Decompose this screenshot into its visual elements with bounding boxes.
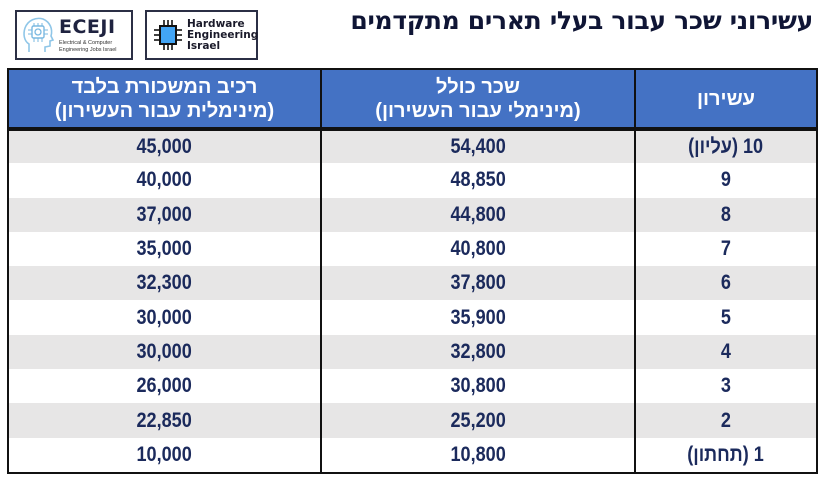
head-chip-icon — [21, 14, 55, 56]
base-value: 45,000 — [136, 135, 193, 159]
table-row: 7 40,800 35,000 — [9, 231, 816, 267]
decile-value: 7 — [720, 237, 732, 261]
cell-decile: 2 — [634, 403, 816, 438]
header-base-line-1: רכיב המשכורת בלבד — [71, 75, 258, 98]
table-row: 9 48,850 40,000 — [9, 163, 816, 198]
decile-value: 5 — [720, 305, 732, 329]
cell-base: 37,000 — [9, 197, 321, 232]
total-value: 35,900 — [450, 305, 506, 329]
table-row: 3 30,800 26,000 — [9, 369, 816, 404]
eceji-logo-title: ECEJI — [59, 15, 116, 38]
decile-value: 8 — [720, 202, 732, 226]
base-value: 35,000 — [136, 237, 193, 261]
decile-value: 9 — [720, 168, 732, 192]
hardware-logo-line-1: Hardware — [187, 17, 245, 30]
cell-decile: 9 — [634, 163, 816, 198]
total-value: 40,800 — [450, 237, 506, 261]
cell-base: 32,300 — [9, 266, 321, 301]
cell-decile: 1 (תחתון) — [634, 437, 816, 472]
decile-value: 4 — [720, 339, 732, 363]
total-value: 30,800 — [450, 374, 506, 398]
cell-total: 25,200 — [320, 403, 635, 438]
cell-base: 30,000 — [9, 300, 321, 335]
total-value: 48,850 — [450, 168, 506, 192]
base-value: 37,000 — [136, 202, 193, 226]
decile-value: 3 — [720, 374, 732, 398]
decile-value: 10 (עליון) — [688, 135, 764, 159]
base-value: 30,000 — [136, 305, 193, 329]
decile-value: 1 (תחתון) — [687, 442, 765, 466]
base-value: 10,000 — [136, 442, 193, 466]
cell-total: 32,800 — [320, 334, 635, 370]
hardware-engineering-israel-logo: Hardware Engineering Israel — [145, 10, 258, 60]
header-base-salary: רכיב המשכורת בלבד (מינימלית עבור העשירון… — [9, 70, 321, 131]
salary-deciles-table: עשירון שכר כולל (מינימלי עבור העשירון) ר… — [7, 68, 818, 474]
hardware-logo-line-3: Israel — [187, 39, 221, 52]
page-title: עשירוני שכר עבור בעלי תארים מתקדמים — [350, 6, 813, 35]
table-row: 1 (תחתון) 10,800 10,000 — [9, 437, 816, 472]
header-total-line-1: שכר כולל — [435, 75, 521, 98]
header-decile: עשירון — [634, 70, 816, 131]
eceji-logo-subtitle-1: Electrical & Computer — [59, 39, 113, 46]
total-value: 10,800 — [450, 442, 506, 466]
cell-decile: 6 — [634, 266, 816, 301]
cell-decile: 4 — [634, 334, 816, 370]
table-header-row: עשירון שכר כולל (מינימלי עבור העשירון) ר… — [9, 70, 816, 131]
cell-base: 35,000 — [9, 231, 321, 267]
hardware-logo-line-2: Engineering — [187, 28, 259, 41]
header-decile-label: עשירון — [696, 87, 756, 110]
total-value: 32,800 — [450, 339, 506, 363]
eceji-logo-subtitle-2: Engineering Jobs Israel — [59, 46, 117, 53]
cell-total: 54,400 — [320, 129, 635, 164]
cell-total: 30,800 — [320, 369, 635, 404]
cell-total: 40,800 — [320, 231, 635, 267]
cell-decile: 3 — [634, 369, 816, 404]
cell-base: 26,000 — [9, 369, 321, 404]
decile-value: 2 — [720, 408, 732, 432]
total-value: 37,800 — [450, 271, 506, 295]
base-value: 40,000 — [136, 168, 193, 192]
cell-decile: 8 — [634, 197, 816, 232]
cell-total: 44,800 — [320, 197, 635, 232]
total-value: 44,800 — [450, 202, 506, 226]
cell-base: 45,000 — [9, 129, 321, 164]
eceji-logo: ECEJI Electrical & Computer Engineering … — [15, 10, 133, 60]
table-row: 6 37,800 32,300 — [9, 266, 816, 301]
header-base-line-2: (מינימלית עבור העשירון) — [54, 99, 275, 122]
cell-base: 22,850 — [9, 403, 321, 438]
cell-total: 10,800 — [320, 437, 635, 472]
cell-base: 10,000 — [9, 437, 321, 472]
cell-total: 35,900 — [320, 300, 635, 335]
total-value: 54,400 — [450, 135, 506, 159]
decile-value: 6 — [720, 271, 732, 295]
cell-base: 30,000 — [9, 334, 321, 370]
header-total-line-2: (מינימלי עבור העשירון) — [375, 99, 581, 122]
base-value: 26,000 — [136, 374, 193, 398]
cell-decile: 5 — [634, 300, 816, 335]
table-row: 2 25,200 22,850 — [9, 403, 816, 438]
table-row: 10 (עליון) 54,400 45,000 — [9, 129, 816, 164]
base-value: 22,850 — [136, 408, 193, 432]
header-total-salary: שכר כולל (מינימלי עבור העשירון) — [320, 70, 635, 131]
table-row: 5 35,900 30,000 — [9, 300, 816, 335]
cell-decile: 10 (עליון) — [634, 129, 816, 164]
total-value: 25,200 — [450, 408, 506, 432]
base-value: 32,300 — [136, 271, 193, 295]
cell-total: 48,850 — [320, 163, 635, 198]
chip-icon — [153, 18, 183, 52]
table-row: 4 32,800 30,000 — [9, 334, 816, 370]
base-value: 30,000 — [136, 339, 193, 363]
cell-decile: 7 — [634, 231, 816, 267]
table-row: 8 44,800 37,000 — [9, 197, 816, 232]
cell-total: 37,800 — [320, 266, 635, 301]
cell-base: 40,000 — [9, 163, 321, 198]
